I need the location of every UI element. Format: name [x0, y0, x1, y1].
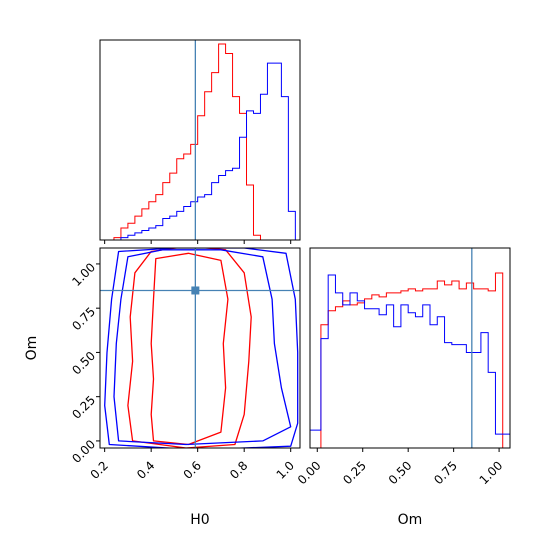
- joint-xtick-label: 0.2: [88, 458, 111, 481]
- om-hist-tick-label: 1.00: [477, 458, 506, 487]
- om-hist-tick-label: 0.00: [295, 458, 324, 487]
- om-hist-frame: [309, 247, 511, 449]
- joint-ytick-label: 0.50: [69, 349, 98, 378]
- joint-xtick-label: 1.0: [274, 458, 297, 481]
- contour-red-1: [127, 248, 252, 448]
- joint-frame: [99, 247, 301, 449]
- joint-ytick-label: 0.25: [69, 393, 98, 422]
- om-y-axis-label: Om: [24, 336, 40, 361]
- contour-blue-3: [104, 248, 299, 448]
- om-hist-tick-label: 0.25: [340, 458, 369, 487]
- h0-hist-red: [100, 43, 296, 241]
- joint-xtick-label: 0.6: [181, 458, 204, 481]
- joint-ytick-label: 0.00: [69, 437, 98, 466]
- joint-ytick-label: 0.75: [69, 304, 98, 333]
- om-hist-red: [310, 272, 510, 449]
- h0-axis-label: H0: [190, 512, 209, 528]
- joint-xtick-label: 0.4: [134, 458, 157, 481]
- joint-contours: [104, 248, 299, 448]
- joint-xtick-label: 0.8: [227, 458, 250, 481]
- om-hist-blue: [309, 274, 511, 448]
- contour-red-0: [150, 252, 229, 446]
- h0-hist-blue: [100, 62, 296, 241]
- om-hist-tick-label: 0.75: [431, 458, 460, 487]
- om-hist-tick-label: 0.50: [386, 458, 415, 487]
- truth-marker: [191, 286, 200, 295]
- h0-hist-frame: [99, 39, 301, 241]
- joint-ytick-label: 1.00: [69, 260, 98, 289]
- om-axis-label: Om: [398, 512, 423, 528]
- contour-blue-2: [113, 249, 292, 446]
